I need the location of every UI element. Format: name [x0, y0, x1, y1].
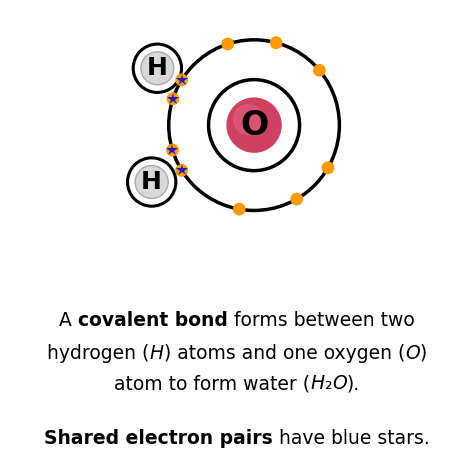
Text: A: A: [59, 311, 78, 330]
Text: covalent bond: covalent bond: [78, 311, 228, 330]
Text: ): ): [419, 344, 427, 363]
Circle shape: [167, 93, 179, 104]
Circle shape: [176, 164, 187, 176]
Text: O: O: [332, 374, 346, 393]
Text: H: H: [310, 374, 324, 393]
Text: H: H: [149, 344, 164, 363]
Circle shape: [222, 38, 233, 50]
Text: ).: ).: [346, 374, 360, 393]
Circle shape: [234, 203, 245, 215]
Circle shape: [234, 105, 263, 134]
Text: O: O: [405, 344, 419, 363]
Text: ) atoms and one oxygen (: ) atoms and one oxygen (: [164, 344, 405, 363]
Text: forms between two: forms between two: [228, 311, 415, 330]
Text: H: H: [141, 170, 162, 194]
Circle shape: [141, 52, 174, 85]
Circle shape: [271, 37, 282, 48]
Circle shape: [167, 145, 178, 156]
Circle shape: [135, 165, 168, 199]
Circle shape: [314, 64, 325, 76]
Circle shape: [227, 98, 281, 152]
Text: Shared electron pairs: Shared electron pairs: [44, 429, 273, 448]
Circle shape: [176, 74, 187, 86]
Text: O: O: [240, 109, 268, 142]
Text: H: H: [147, 56, 168, 80]
Circle shape: [291, 193, 302, 205]
Text: hydrogen (: hydrogen (: [47, 344, 149, 363]
Text: atom to form water (: atom to form water (: [114, 374, 310, 393]
Circle shape: [322, 162, 334, 173]
Text: ₂: ₂: [324, 374, 332, 393]
Text: have blue stars.: have blue stars.: [273, 429, 430, 448]
